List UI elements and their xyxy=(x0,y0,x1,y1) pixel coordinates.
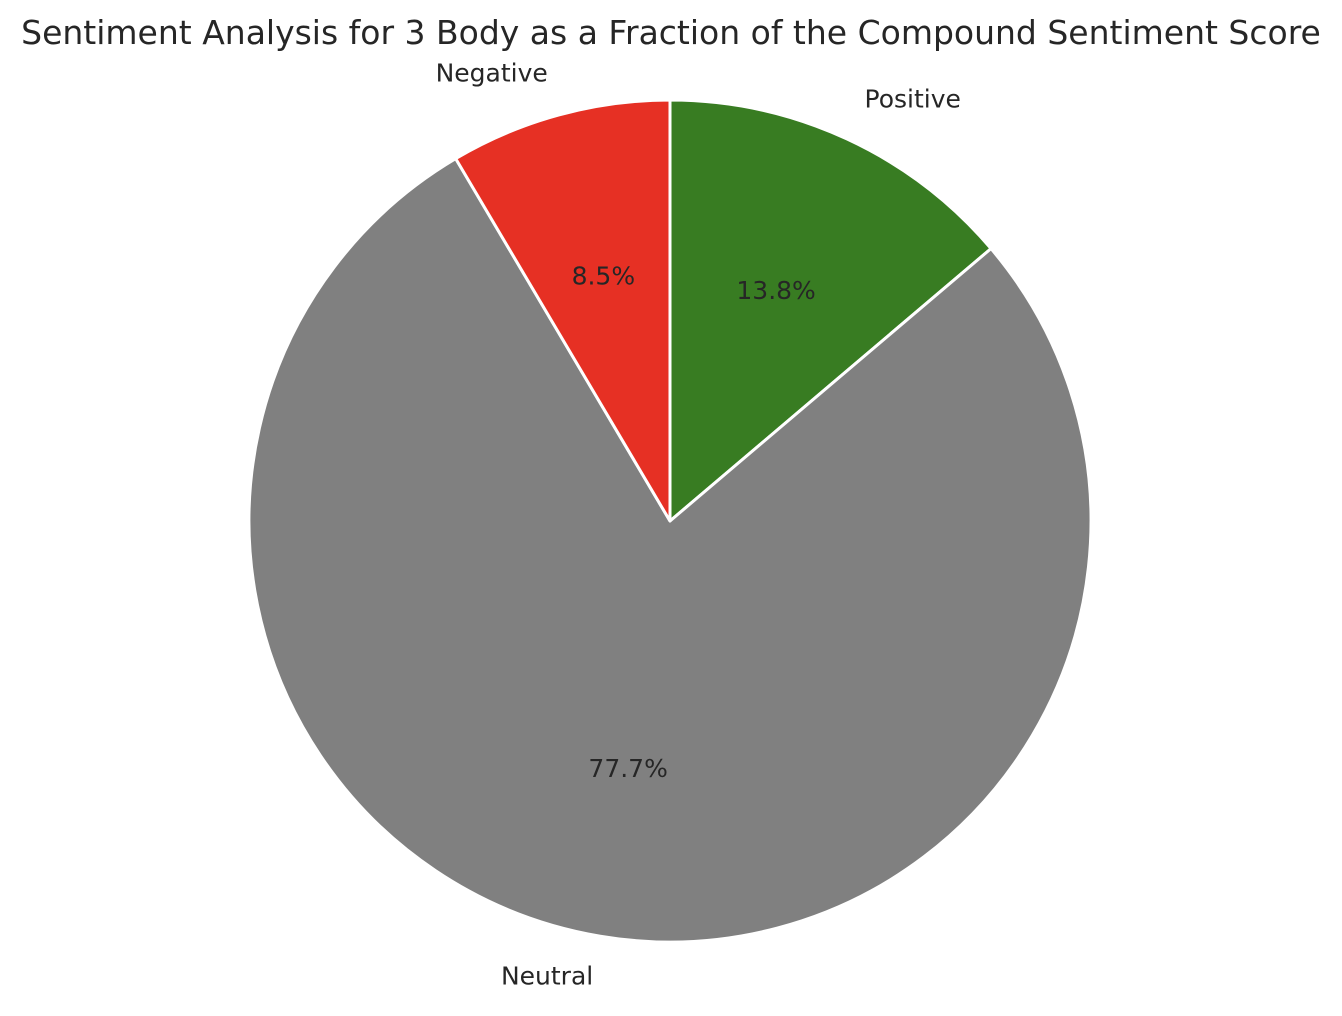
chart-title: Sentiment Analysis for 3 Body as a Fract… xyxy=(21,13,1321,52)
slice-pct-positive: 13.8% xyxy=(736,276,815,305)
slice-pct-negative: 8.5% xyxy=(572,261,636,290)
pie-slice-negative xyxy=(454,98,672,523)
pie-slice-neutral xyxy=(247,157,1093,944)
pie-labels: Positive 13.8% Neutral 77.7% Negative 8.5% xyxy=(436,58,961,990)
slice-label-positive: Positive xyxy=(865,85,961,114)
pie-slice-positive xyxy=(668,98,993,523)
pie-slices xyxy=(247,98,1093,944)
slice-label-neutral: Neutral xyxy=(501,962,593,991)
slice-pct-neutral: 77.7% xyxy=(588,754,667,783)
slice-label-negative: Negative xyxy=(436,58,548,87)
